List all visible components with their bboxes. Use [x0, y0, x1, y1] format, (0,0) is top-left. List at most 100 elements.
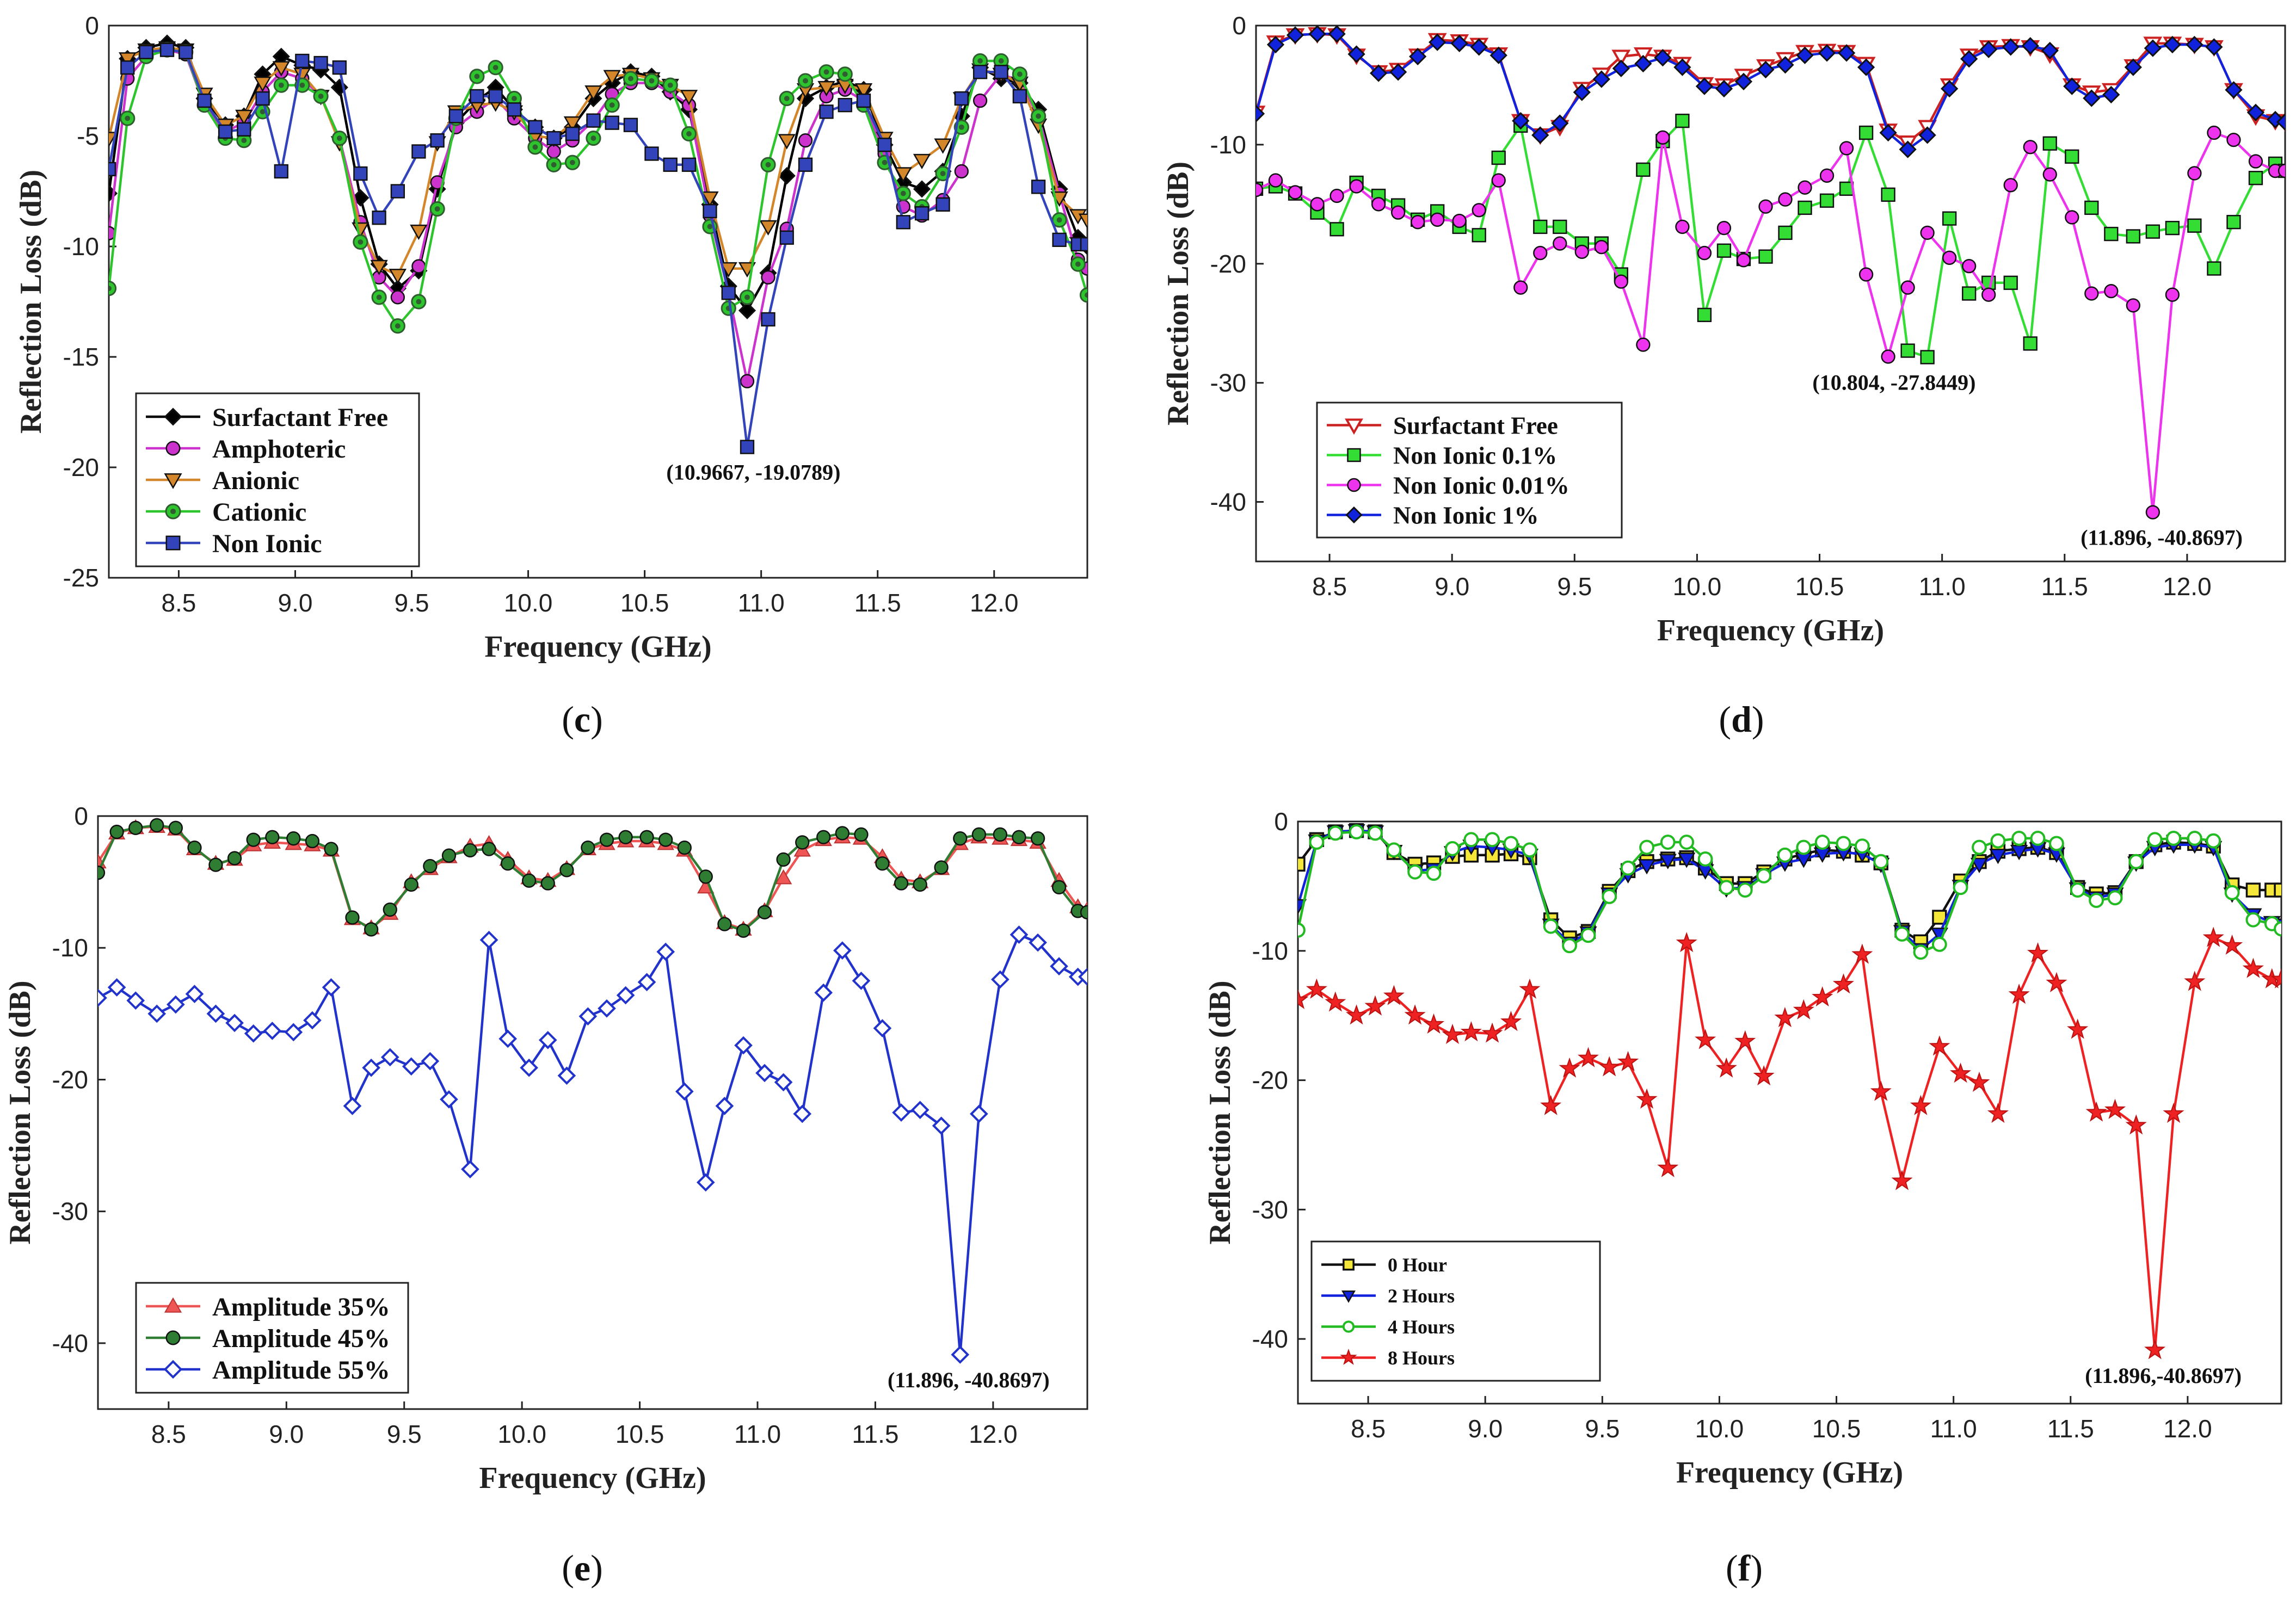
- chart-f-data-point: [2085, 1101, 2107, 1122]
- chart-f-data-point: [1854, 838, 1870, 854]
- chart-e-data-point: [402, 1057, 421, 1076]
- chart-d-data-point: [2041, 41, 2059, 60]
- chart-e-series-0: [98, 818, 1087, 936]
- chart-c-legend-label: Amphoteric: [212, 435, 346, 464]
- chart-e-data-point: [343, 1097, 362, 1115]
- chart-c-data-point: [119, 52, 137, 68]
- chart-d-series-line-2: [1256, 131, 2285, 514]
- chart-d-data-point: [1654, 48, 1672, 67]
- chart-d-data-point: [1390, 205, 1406, 220]
- chart-d-data-point: [1409, 47, 1427, 66]
- chart-c-data-point: [390, 290, 405, 305]
- chart-d-series-line-3: [1256, 33, 2285, 151]
- chart-e-data-point: [656, 942, 675, 961]
- chart-c-data-point: [218, 124, 233, 139]
- chart-c-series-line-0: [109, 42, 1087, 312]
- chart-e-data-point: [501, 856, 515, 871]
- chart-e-ytick-label: -40: [52, 1329, 88, 1357]
- chart-e-data-point: [934, 860, 949, 875]
- chart-e-data-point: [578, 1007, 598, 1026]
- chart-e-data-point: [892, 1103, 910, 1122]
- chart-f-data-point: [1753, 1065, 1775, 1086]
- chart-f-data-point: [1774, 1006, 1796, 1028]
- chart-c-data-point: [295, 53, 310, 69]
- chart-e-data-point: [991, 970, 1009, 989]
- chart-c-data-point: [488, 89, 503, 104]
- chart-d-data-point: [2277, 163, 2285, 178]
- chart-f-data-point: [2187, 831, 2202, 846]
- chart-d-series-2: [1256, 125, 2285, 520]
- chart-f-data-point: [1756, 868, 1772, 884]
- chart-c-data-point: [644, 146, 659, 161]
- chart-d-data-point: [2003, 178, 2018, 193]
- chart-d-data-point: [2084, 286, 2099, 301]
- chart-f-legend-swatch-marker: [1340, 1348, 1357, 1365]
- chart-c-xtick-label: 10.5: [620, 589, 669, 617]
- chart-f-data-point: [1349, 824, 1364, 839]
- chart-e-data-point: [540, 876, 555, 891]
- chart-f-data-point: [1327, 825, 1343, 841]
- chart-d-data-point: [1655, 130, 1670, 145]
- chart-c-data-point: [120, 60, 135, 75]
- chart-c-data-point-center: [260, 109, 266, 115]
- chart-f-data-point: [1598, 1056, 1620, 1077]
- chart-f-data-point: [1953, 880, 1968, 895]
- chart-e-data-point: [993, 827, 1007, 842]
- chart-f-data-point: [1423, 1013, 1445, 1034]
- chart-f-data-point: [1832, 973, 1854, 994]
- chart-d-plot-frame: [1255, 24, 2286, 563]
- chart-e-data-point: [932, 1116, 951, 1135]
- chart-d-panel: 0 -10 -20 -30 -40 8.5 9.0 9.5 10.0 10.5 11.0 11.5 12…: [1161, 11, 2286, 740]
- chart-e-data-point: [698, 869, 713, 884]
- chart-c-data-point-center: [977, 58, 983, 64]
- chart-e-data-point: [875, 856, 890, 871]
- chart-d-data-point: [1839, 141, 1854, 156]
- chart-d-data-point: [2002, 38, 2020, 56]
- chart-d-legend-label: Non Ionic 0.01%: [1393, 472, 1569, 499]
- chart-c-data-point-center: [299, 82, 305, 88]
- chart-c-data-point: [430, 133, 445, 148]
- chart-c-ytick-label: -5: [77, 122, 99, 150]
- chart-c-data-point: [1052, 232, 1067, 247]
- chart-d-data-point: [1612, 59, 1630, 77]
- chart-d-data-point: [1512, 112, 1530, 130]
- chart-f-panel-label: (f): [1726, 1547, 1763, 1589]
- chart-c-data-point: [411, 144, 426, 159]
- chart-f-data-point: [1910, 1095, 1931, 1115]
- chart-c-ytick-label: -25: [63, 564, 99, 592]
- chart-f-data-point: [1636, 1088, 1658, 1109]
- chart-f-legend: 0 Hour 2 Hours 4 Hours 8 Hours: [1310, 1240, 1601, 1382]
- chart-d-panel-label: (d): [1719, 699, 1764, 740]
- chart-c-data-point: [896, 215, 910, 230]
- chart-f-legend-swatch-marker: [1342, 1320, 1355, 1333]
- chart-d-xtick-label: 9.5: [1557, 572, 1592, 601]
- chart-d-data-point: [1349, 179, 1364, 194]
- chart-e-xtick-label: 9.5: [387, 1420, 422, 1448]
- chart-e-data-point: [1030, 831, 1045, 846]
- chart-f-xtick-label: 11.5: [2047, 1414, 2094, 1443]
- chart-c-data-point-center: [940, 171, 946, 176]
- chart-e-data-point: [225, 1014, 244, 1033]
- chart-e-data-point: [715, 1097, 734, 1115]
- chart-c-xtick-label: 8.5: [161, 589, 196, 617]
- chart-d-legend-swatch-marker: [1345, 418, 1363, 435]
- chart-c-data-point-center: [784, 96, 790, 101]
- chart-f-ytick-label: -20: [1252, 1066, 1288, 1095]
- chart-f-data-point: [1503, 836, 1519, 851]
- chart-d-data-point: [2225, 81, 2243, 99]
- chart-c-data-point: [738, 301, 756, 319]
- chart-d-data-point: [1980, 40, 1998, 58]
- chart-f-data-point: [1891, 1170, 1913, 1190]
- chart-c-panel-label-close: ): [590, 699, 603, 740]
- chart-c-data-point: [507, 102, 522, 117]
- chart-f-data-point: [1602, 889, 1617, 904]
- chart-d-data-point: [1695, 77, 1714, 95]
- chart-c-data-point: [470, 89, 484, 104]
- chart-d-data-point: [2165, 220, 2180, 236]
- chart-c-data-point: [778, 166, 796, 185]
- chart-c-data-point: [178, 45, 193, 59]
- chart-c-data-point: [605, 115, 619, 130]
- chart-c-data-point: [237, 122, 251, 137]
- chart-c-data-point-center: [551, 162, 557, 168]
- chart-c-data-point: [954, 164, 969, 179]
